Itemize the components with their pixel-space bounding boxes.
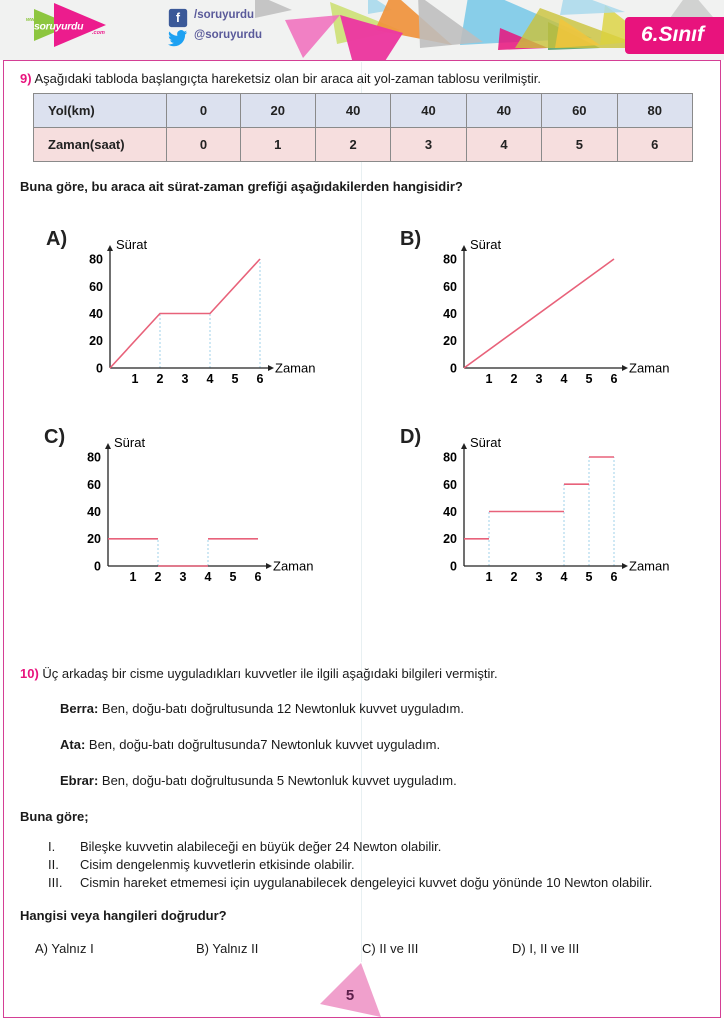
svg-text:2: 2 <box>157 372 164 386</box>
svg-text:Zaman: Zaman <box>629 361 669 376</box>
svg-text:6: 6 <box>255 570 262 584</box>
svg-text:Sürat: Sürat <box>114 435 145 450</box>
svg-text:5: 5 <box>230 570 237 584</box>
svg-text:2: 2 <box>155 570 162 584</box>
svg-text:4: 4 <box>561 570 568 584</box>
svg-text:5: 5 <box>586 570 593 584</box>
svg-text:20: 20 <box>443 532 457 546</box>
svg-text:60: 60 <box>87 478 101 492</box>
svg-text:80: 80 <box>443 451 457 465</box>
svg-text:Sürat: Sürat <box>470 237 501 252</box>
svg-text:Zaman: Zaman <box>629 559 669 574</box>
svg-text:1: 1 <box>130 570 137 584</box>
svg-text:0: 0 <box>94 560 101 574</box>
svg-text:40: 40 <box>443 505 457 519</box>
svg-text:6: 6 <box>257 372 264 386</box>
svg-text:Sürat: Sürat <box>116 237 147 252</box>
svg-text:4: 4 <box>561 372 568 386</box>
svg-text:40: 40 <box>443 307 457 321</box>
svg-text:3: 3 <box>182 372 189 386</box>
svg-text:1: 1 <box>486 570 493 584</box>
svg-text:.com: .com <box>92 30 105 36</box>
svg-text:60: 60 <box>89 280 103 294</box>
svg-text:1: 1 <box>132 372 139 386</box>
svg-text:2: 2 <box>511 372 518 386</box>
svg-text:5: 5 <box>586 372 593 386</box>
svg-text:4: 4 <box>205 570 212 584</box>
svg-text:Sürat: Sürat <box>470 435 501 450</box>
svg-text:5: 5 <box>232 372 239 386</box>
svg-text:1: 1 <box>486 372 493 386</box>
svg-text:0: 0 <box>450 362 457 376</box>
svg-text:0: 0 <box>96 362 103 376</box>
svg-text:Zaman: Zaman <box>273 559 313 574</box>
svg-text:6: 6 <box>611 372 618 386</box>
svg-text:80: 80 <box>87 451 101 465</box>
svg-text:40: 40 <box>89 307 103 321</box>
svg-text:40: 40 <box>87 505 101 519</box>
svg-text:20: 20 <box>87 532 101 546</box>
svg-text:0: 0 <box>450 560 457 574</box>
svg-text:Zaman: Zaman <box>275 361 315 376</box>
svg-text:3: 3 <box>536 372 543 386</box>
svg-text:80: 80 <box>443 253 457 267</box>
svg-text:3: 3 <box>180 570 187 584</box>
svg-text:20: 20 <box>443 334 457 348</box>
svg-text:80: 80 <box>89 253 103 267</box>
svg-text:3: 3 <box>536 570 543 584</box>
svg-text:soruyurdu: soruyurdu <box>34 21 84 33</box>
svg-text:60: 60 <box>443 478 457 492</box>
svg-text:6: 6 <box>611 570 618 584</box>
svg-text:20: 20 <box>89 334 103 348</box>
svg-text:4: 4 <box>207 372 214 386</box>
svg-text:2: 2 <box>511 570 518 584</box>
svg-text:60: 60 <box>443 280 457 294</box>
